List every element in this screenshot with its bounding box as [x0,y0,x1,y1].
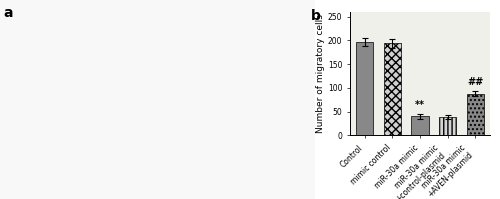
Text: **: ** [415,100,425,110]
Bar [439,117,456,135]
Bar [412,116,428,135]
Bar [356,42,374,135]
Bar [384,43,401,135]
Y-axis label: Number of migratory cells: Number of migratory cells [316,14,325,133]
Bar [466,94,483,135]
Text: ##: ## [467,77,483,87]
Text: b: b [311,10,320,23]
Text: a: a [3,6,13,20]
